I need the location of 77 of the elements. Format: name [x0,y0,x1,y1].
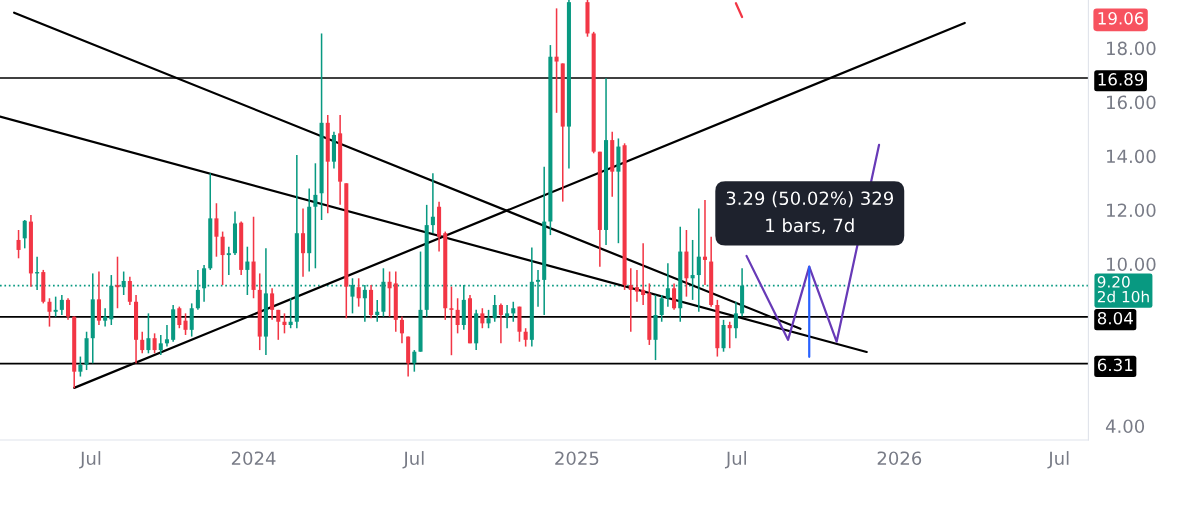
x-tick-label: 2026 [877,451,922,466]
candlestick [690,239,695,301]
candlestick [634,269,639,303]
candlestick [47,297,52,328]
candlestick [220,230,225,286]
candlestick [313,162,318,270]
candlestick [733,301,738,339]
candlestick [523,327,528,348]
candlestick [498,302,503,345]
candlestick [387,270,392,318]
candlestick [505,304,510,329]
candlestick [65,297,71,321]
candlestick [300,207,306,278]
candlestick [183,312,188,336]
candlestick [214,202,219,258]
y-tick-label: 10.00 [1107,257,1156,272]
candlestick [96,270,101,326]
candlestick [16,229,21,260]
candlestick [127,275,132,306]
x-tick-label: 2025 [555,451,599,466]
ref-line-label: 9.20 2d 10h [1097,276,1149,303]
candlestick [59,294,64,316]
candlestick [672,282,677,311]
candlestick [641,242,646,306]
candlestick [288,297,293,329]
candlestick [189,302,194,338]
x-tick-label: Jul [724,451,746,469]
candlestick [721,319,726,353]
ref-line-label: 16.89 [1098,73,1144,86]
x-tick-label: 2024 [231,451,276,466]
x-tick-label: Jul [402,451,424,469]
y-tick-label: 14.00 [1107,149,1156,164]
candlestick [164,324,169,348]
candlestick [158,334,163,356]
candlestick [276,309,281,341]
candlestick [140,330,145,355]
candlestick [78,355,83,378]
y-tick-label: 12.00 [1107,203,1156,218]
candlestick [449,285,454,356]
y-tick-label: 18.00 [1107,41,1156,56]
x-tick-label: Jul [79,451,101,469]
candlestick [202,264,207,303]
candlestick [702,199,708,286]
candlestick [226,245,231,276]
candlestick [486,309,491,329]
candlestick [628,267,633,333]
annotation: 3.29 (50.02%) 329 [726,191,894,208]
candlestick [282,312,287,335]
candlestick [412,349,417,373]
candlestick [22,219,27,250]
candlestick [492,294,497,323]
candlestick [146,312,151,355]
candlestick [480,307,485,329]
candlestick [115,255,120,310]
candlestick [511,301,516,323]
candlestick [696,207,701,313]
candlestick [659,294,664,323]
candlestick [152,332,157,355]
candlestick [455,297,460,335]
candlestick [727,320,732,349]
candlestick [665,262,670,308]
y-tick-label: 16.00 [1107,95,1156,110]
candlestick [399,315,404,345]
candlestick [430,172,435,234]
candlestick [53,295,58,318]
candlestick [356,277,361,308]
candlestick [270,287,275,321]
candlestick [177,305,182,329]
candlestick [375,299,380,323]
candlestick [103,307,108,328]
candlestick [554,7,559,114]
ref-line-label: 8.04 [1097,311,1133,325]
text: 19.06 [1098,12,1144,25]
annotation: 1 bars, 7d [766,218,854,234]
y-tick-label: 4.00 [1105,419,1145,434]
ref-line-label: 6.31 [1097,358,1133,372]
x-tick-label: Jul [1047,451,1069,469]
